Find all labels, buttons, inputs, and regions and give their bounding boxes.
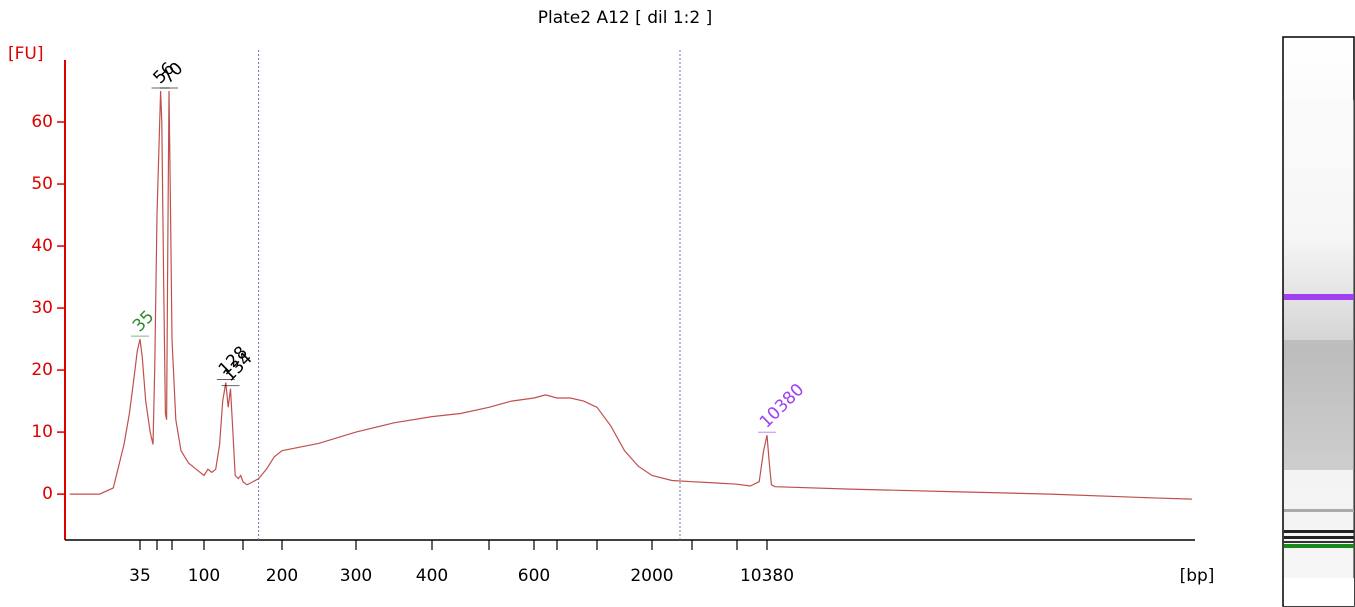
- y-tick-label: 30: [31, 298, 53, 318]
- x-tick-label: 2000: [630, 566, 673, 586]
- x-tick-label: 400: [416, 566, 448, 586]
- x-tick-label: 100: [188, 566, 220, 586]
- y-axis-label: [FU]: [8, 44, 44, 64]
- x-tick-label: 300: [340, 566, 372, 586]
- peak-label: 35: [129, 307, 158, 336]
- y-tick-label: 60: [31, 112, 53, 132]
- y-tick-label: 40: [31, 236, 53, 256]
- x-tick-label: 200: [266, 566, 298, 586]
- trace: [69, 90, 1192, 500]
- x-axis-label: [bp]: [1180, 566, 1215, 586]
- x-tick-label: 600: [518, 566, 550, 586]
- x-tick-label: 10380: [740, 566, 794, 586]
- peak-label: 10380: [756, 380, 808, 432]
- y-tick-label: 0: [42, 484, 53, 504]
- y-tick-label: 20: [31, 360, 53, 380]
- x-tick-label: 35: [129, 566, 151, 586]
- y-tick-label: 50: [31, 174, 53, 194]
- chart-title: Plate2 A12 [ dil 1:2 ]: [538, 8, 712, 28]
- gel-lane: [1282, 36, 1355, 607]
- y-tick-label: 10: [31, 422, 53, 442]
